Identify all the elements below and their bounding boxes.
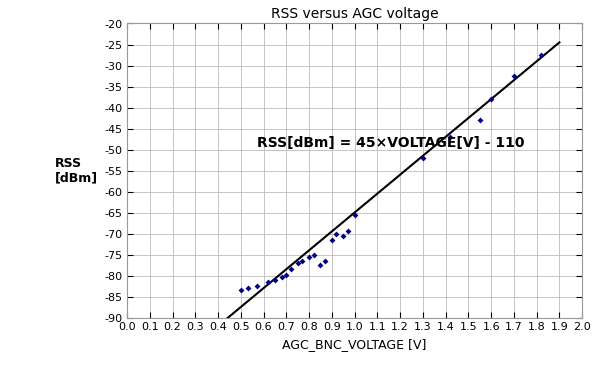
Point: [293, 260, 303, 266]
X-axis label: AGC_BNC_VOLTAGE [V]: AGC_BNC_VOLTAGE [V]: [282, 338, 427, 351]
Point: [332, 230, 341, 237]
Point: [309, 251, 318, 258]
Point: [282, 272, 291, 278]
Text: RSS[dBm] = 45×VOLTAGE[V] - 110: RSS[dBm] = 45×VOLTAGE[V] - 110: [257, 136, 524, 150]
Point: [243, 285, 252, 291]
Point: [316, 262, 325, 268]
Point: [236, 287, 246, 293]
Point: [286, 266, 295, 272]
Point: [304, 254, 314, 260]
Point: [327, 237, 337, 243]
Point: [486, 96, 496, 102]
Point: [270, 277, 280, 283]
Title: RSS versus AGC voltage: RSS versus AGC voltage: [271, 7, 438, 21]
Point: [446, 134, 455, 140]
Point: [475, 117, 484, 123]
Point: [263, 279, 273, 285]
Point: [338, 233, 348, 239]
Point: [350, 212, 359, 218]
Text: RSS
[dBm]: RSS [dBm]: [55, 156, 98, 184]
Point: [277, 274, 286, 280]
Point: [418, 155, 428, 161]
Point: [509, 73, 518, 79]
Point: [343, 228, 353, 235]
Point: [252, 283, 261, 289]
Point: [320, 258, 329, 264]
Point: [297, 258, 307, 264]
Point: [536, 52, 546, 58]
